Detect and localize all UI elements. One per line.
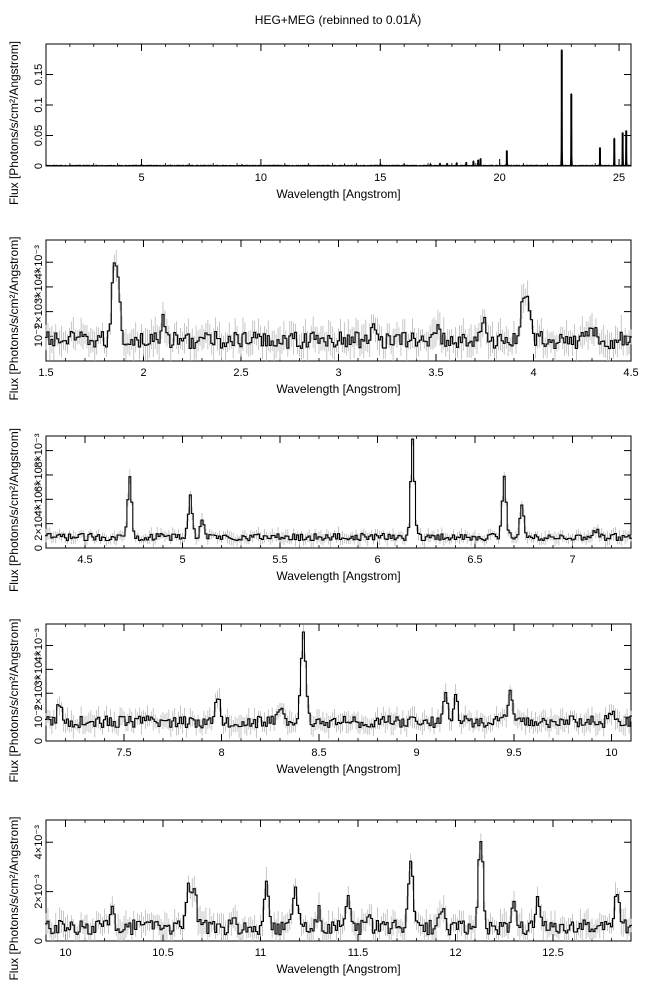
y-tick-label: 2×10⁻³: [33, 506, 45, 541]
x-axis-label: Wavelength [Angstrom]: [276, 762, 400, 776]
y-tick-label: 4×10⁻³: [33, 245, 45, 280]
y-tick-label: 2×10⁻³: [33, 676, 45, 711]
spectrum-line: [45, 841, 632, 936]
x-tick-label: 4: [530, 367, 536, 379]
y-tick-label: 0: [33, 545, 45, 551]
x-tick-label: 25: [613, 172, 625, 184]
y-axis-label: Flux [Photons/s/cm²/Angstrom]: [7, 236, 21, 400]
y-axis-label: Flux [Photons/s/cm²/Angstrom]: [7, 428, 21, 592]
x-tick-label: 5.5: [272, 554, 287, 566]
x-tick-label: 12: [449, 947, 461, 959]
y-axis-label: Flux [Photons/s/cm²/Angstrom]: [7, 618, 21, 782]
spectrum-line: [45, 631, 632, 729]
y-tick-label: 2×10⁻³: [33, 294, 45, 329]
y-axis-label: Flux [Photons/s/cm²/Angstrom]: [7, 816, 21, 980]
y-tick-label: 6×10⁻³: [33, 457, 45, 492]
x-tick-label: 15: [374, 172, 386, 184]
x-tick-label: 10: [255, 172, 267, 184]
y-axis-label: Flux [Photons/s/cm²/Angstrom]: [7, 41, 21, 205]
x-tick-label: 7: [569, 554, 575, 566]
x-tick-label: 20: [494, 172, 506, 184]
chart-panel-3: 4.5 5 5.5 6 6.5 7 0 2×10⁻³4×10⁻³6×10⁻³8×10⁻³ Wav…: [7, 428, 632, 592]
chart-panel-4: 7.5 8 8.5 9 9.5 10 0 10⁻³2×10⁻³3×10⁻³4×10⁻³ Wave…: [7, 618, 632, 783]
y-tick-label: 0.05: [33, 125, 45, 146]
x-tick-label: 10: [59, 947, 71, 959]
x-tick-label: 4.5: [623, 367, 638, 379]
chart-panel-1: 5 10 15 20 25 0 0.05 0.1 0.15 Wavelength [Angstro…: [7, 41, 632, 205]
spectrum-line: [45, 262, 632, 350]
y-tick-label: 0: [33, 938, 45, 944]
y-tick-label: 3×10⁻³: [33, 652, 45, 687]
y-tick-label: 4×10⁻³: [33, 628, 45, 663]
y-tick-label: 2×10⁻³: [33, 874, 45, 909]
x-tick-label: 8.5: [311, 747, 326, 759]
x-axis-label: Wavelength [Angstrom]: [276, 187, 400, 201]
x-tick-label: 10.5: [152, 947, 173, 959]
y-tick-label: 0: [33, 738, 45, 744]
x-tick-label: 9.5: [506, 747, 521, 759]
figure-title: HEG+MEG (rebinned to 0.01Å): [255, 12, 421, 27]
y-tick-label: 3×10⁻³: [33, 269, 45, 304]
x-tick-label: 2.5: [233, 367, 248, 379]
x-tick-label: 2: [140, 367, 146, 379]
x-tick-label: 7.5: [116, 747, 131, 759]
spectrum-line: [45, 438, 632, 542]
spectrum-line: [45, 49, 632, 167]
x-axis-label: Wavelength [Angstrom]: [276, 569, 400, 583]
x-tick-label: 8: [218, 747, 224, 759]
x-tick-label: 5: [179, 554, 185, 566]
plot-frame: [45, 43, 632, 167]
x-tick-label: 1.5: [38, 367, 53, 379]
y-tick-label: 8×10⁻³: [33, 433, 45, 468]
y-tick-label: 4×10⁻³: [33, 825, 45, 860]
y-tick-label: 0: [33, 163, 45, 169]
x-tick-label: 6.5: [467, 554, 482, 566]
x-tick-label: 5: [138, 172, 144, 184]
chart-panel-2: 1.5 2 2.5 3 3.5 4 4.5 10⁻³2×10⁻³3×10⁻³4×10⁻³ Wav…: [7, 236, 639, 400]
x-tick-label: 11.5: [348, 947, 369, 959]
x-tick-label: 12.5: [542, 947, 563, 959]
x-axis-label: Wavelength [Angstrom]: [276, 962, 400, 976]
x-axis-label: Wavelength [Angstrom]: [276, 382, 400, 396]
x-tick-label: 11: [255, 947, 266, 959]
y-tick-label: 0.15: [33, 64, 45, 85]
x-tick-label: 9: [413, 747, 419, 759]
y-tick-label: 10⁻³: [33, 325, 45, 347]
y-tick-label: 4×10⁻³: [33, 482, 45, 517]
x-tick-label: 3: [335, 367, 341, 379]
x-tick-label: 10: [605, 747, 617, 759]
chart-panel-5: 10 10.5 11 11.5 12 12.5 0 2×10⁻³ 4×10⁻³ Wavelengt…: [7, 816, 632, 981]
x-tick-label: 3.5: [428, 367, 443, 379]
y-tick-label: 0.1: [33, 97, 45, 112]
x-tick-label: 6: [374, 554, 380, 566]
y-tick-label: 10⁻³: [33, 706, 45, 728]
x-tick-label: 4.5: [77, 554, 92, 566]
